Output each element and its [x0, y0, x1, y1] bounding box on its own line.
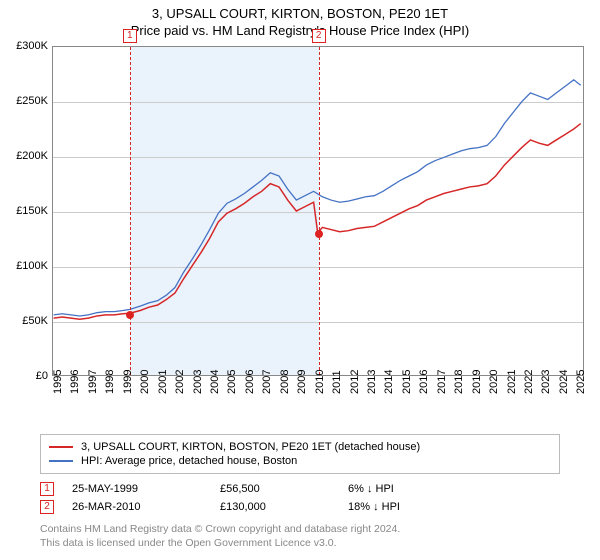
- x-tick-label: 2011: [331, 370, 343, 394]
- y-axis: £0£50K£100K£150K£200K£250K£300K: [10, 46, 52, 376]
- x-tick-label: 2008: [279, 370, 291, 394]
- x-axis: 1995199619971998199920002001200220032004…: [52, 376, 584, 420]
- x-tick-label: 2025: [575, 370, 587, 394]
- marker-price: £130,000: [220, 501, 330, 513]
- marker-vline: [319, 47, 320, 375]
- chart-area: £0£50K£100K£150K£200K£250K£300K 12 19951…: [10, 46, 590, 420]
- legend: 3, UPSALL COURT, KIRTON, BOSTON, PE20 1E…: [40, 434, 560, 474]
- marker-vline: [130, 47, 131, 375]
- y-tick-label: £0: [36, 370, 48, 382]
- title-block: 3, UPSALL COURT, KIRTON, BOSTON, PE20 1E…: [0, 0, 600, 38]
- marker-label-box: 1: [123, 29, 137, 43]
- x-tick-label: 2002: [174, 370, 186, 394]
- y-tick-label: £300K: [16, 40, 48, 52]
- x-tick-label: 2023: [540, 370, 552, 394]
- x-tick-label: 2001: [157, 370, 169, 394]
- shaded-band: [130, 47, 319, 375]
- x-tick-label: 2006: [244, 370, 256, 394]
- attribution-line: This data is licensed under the Open Gov…: [40, 536, 400, 550]
- chart-container: 3, UPSALL COURT, KIRTON, BOSTON, PE20 1E…: [0, 0, 600, 560]
- marker-dot: [315, 230, 323, 238]
- x-tick-label: 2000: [139, 370, 151, 394]
- x-tick-label: 2016: [418, 370, 430, 394]
- y-tick-label: £150K: [16, 205, 48, 217]
- x-tick-label: 2020: [488, 370, 500, 394]
- x-tick-label: 2021: [506, 370, 518, 394]
- marker-pct: 6% ↓ HPI: [348, 483, 468, 495]
- x-tick-label: 2022: [523, 370, 535, 394]
- marker-table: 1 25-MAY-1999 £56,500 6% ↓ HPI 2 26-MAR-2010 £…: [40, 478, 560, 518]
- marker-table-row: 2 26-MAR-2010 £130,000 18% ↓ HPI: [40, 500, 560, 514]
- legend-label: 3, UPSALL COURT, KIRTON, BOSTON, PE20 1E…: [81, 441, 420, 453]
- marker-date: 25-MAY-1999: [72, 483, 202, 495]
- marker-table-row: 1 25-MAY-1999 £56,500 6% ↓ HPI: [40, 482, 560, 496]
- x-tick-label: 2005: [226, 370, 238, 394]
- y-tick-label: £200K: [16, 150, 48, 162]
- chart-subtitle: Price paid vs. HM Land Registry's House …: [0, 23, 600, 38]
- x-tick-label: 2017: [436, 370, 448, 394]
- x-tick-label: 1999: [122, 370, 134, 394]
- x-tick-label: 1997: [87, 370, 99, 394]
- attribution-line: Contains HM Land Registry data © Crown c…: [40, 522, 400, 536]
- x-tick-label: 1995: [52, 370, 64, 394]
- x-tick-label: 2004: [209, 370, 221, 394]
- attribution: Contains HM Land Registry data © Crown c…: [40, 522, 400, 550]
- y-tick-label: £100K: [16, 260, 48, 272]
- x-tick-label: 2007: [261, 370, 273, 394]
- legend-label: HPI: Average price, detached house, Bost…: [81, 455, 297, 467]
- x-tick-label: 1998: [104, 370, 116, 394]
- marker-number-box: 2: [40, 500, 54, 514]
- x-tick-label: 2010: [314, 370, 326, 394]
- marker-number-box: 1: [40, 482, 54, 496]
- x-tick-label: 2024: [558, 370, 570, 394]
- plot-area: 12: [52, 46, 584, 376]
- legend-swatch: [49, 446, 73, 448]
- x-tick-label: 2013: [366, 370, 378, 394]
- x-tick-label: 2012: [349, 370, 361, 394]
- x-tick-label: 2015: [401, 370, 413, 394]
- chart-title: 3, UPSALL COURT, KIRTON, BOSTON, PE20 1E…: [0, 6, 600, 21]
- marker-pct: 18% ↓ HPI: [348, 501, 468, 513]
- legend-item: HPI: Average price, detached house, Bost…: [49, 455, 551, 467]
- y-tick-label: £250K: [16, 95, 48, 107]
- marker-price: £56,500: [220, 483, 330, 495]
- x-tick-label: 1996: [69, 370, 81, 394]
- marker-label-box: 2: [312, 29, 326, 43]
- x-tick-label: 2003: [192, 370, 204, 394]
- x-tick-label: 2014: [383, 370, 395, 394]
- legend-swatch: [49, 460, 73, 462]
- x-tick-label: 2018: [453, 370, 465, 394]
- marker-date: 26-MAR-2010: [72, 501, 202, 513]
- legend-item: 3, UPSALL COURT, KIRTON, BOSTON, PE20 1E…: [49, 441, 551, 453]
- x-tick-label: 2009: [296, 370, 308, 394]
- marker-dot: [126, 311, 134, 319]
- y-tick-label: £50K: [22, 315, 48, 327]
- x-tick-label: 2019: [471, 370, 483, 394]
